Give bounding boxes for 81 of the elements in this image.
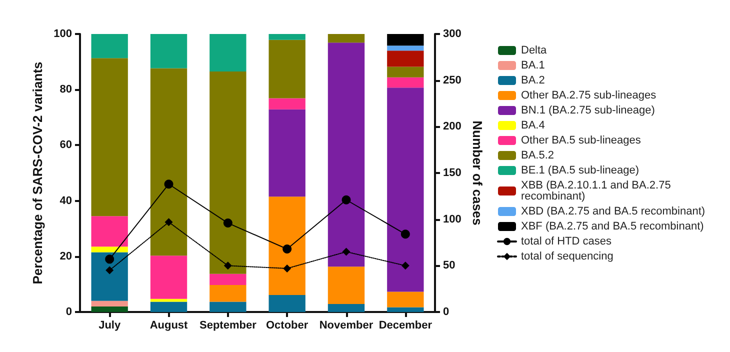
bar <box>210 285 246 302</box>
legend-label: BA.2 <box>521 74 545 86</box>
y2-tick-label: 50 <box>443 260 456 272</box>
legend-label: Other BA.2.75 sub-lineages <box>521 90 657 102</box>
point <box>106 266 114 274</box>
y2-tick-label: 250 <box>443 74 462 86</box>
legend-label: BE.1 (BA.5 sub-lineage) <box>521 164 640 176</box>
legend-label: BA.5.2 <box>521 150 554 162</box>
point <box>223 218 232 228</box>
point <box>342 248 350 256</box>
y-tick-label: 20 <box>60 250 72 262</box>
point <box>282 244 292 254</box>
y-tick-label: 0 <box>66 306 72 318</box>
point <box>105 254 114 264</box>
x-tick-label: September <box>199 320 258 332</box>
bar <box>268 196 306 296</box>
legend-label: total of sequencing <box>521 250 614 262</box>
bar <box>387 66 424 78</box>
bar <box>150 256 188 299</box>
bar <box>210 34 246 72</box>
bar <box>268 40 306 98</box>
y2-tick-label: 0 <box>443 306 450 318</box>
legend-label: total of HTD cases <box>521 236 612 248</box>
bar <box>91 300 128 306</box>
bar <box>150 68 188 256</box>
bar <box>387 34 424 46</box>
bar <box>150 302 188 312</box>
y-axis-title: Percentage of SARS-COV-2 variants <box>30 62 45 284</box>
point <box>400 230 410 239</box>
bar <box>328 42 365 267</box>
legend-label: XBD (BA.2.75 and BA.5 recombinant) <box>521 206 706 218</box>
bar <box>210 302 246 312</box>
legend-label: BA.1 <box>521 60 545 72</box>
bar <box>268 98 306 110</box>
y2-tick-label: 200 <box>443 120 462 133</box>
y-tick-label: 100 <box>54 28 72 40</box>
bar <box>268 295 306 312</box>
y-tick-label: 60 <box>60 139 72 152</box>
bar <box>150 34 188 68</box>
x-tick-label: July <box>98 320 122 332</box>
bar <box>387 292 424 308</box>
legend-label: BN.1 (BA.2.75 sub-lineage) <box>521 104 655 116</box>
point <box>164 218 173 226</box>
bar <box>91 34 128 58</box>
bar <box>328 266 365 304</box>
y-tick-label: 40 <box>60 194 72 207</box>
x-tick-label: November <box>319 320 374 332</box>
bar <box>210 72 246 274</box>
point <box>164 180 174 189</box>
bar <box>387 88 424 292</box>
x-tick-label: December <box>378 320 433 332</box>
bar <box>210 274 246 286</box>
point <box>224 262 232 270</box>
x-tick-label: October <box>266 320 309 332</box>
point <box>283 264 292 272</box>
legend-label: XBB (BA.2.10.1.1 and BA.2.75 recombinant) <box>521 180 674 202</box>
bar <box>91 306 128 312</box>
bar <box>91 58 128 216</box>
bar <box>387 77 424 88</box>
bar <box>268 34 306 40</box>
bar <box>328 304 365 312</box>
y2-axis-title: Number of cases <box>470 120 485 226</box>
bar <box>387 46 424 51</box>
legend-label: Other BA.5 sub-lineages <box>521 134 642 146</box>
bar <box>91 246 128 252</box>
x-tick-label: August <box>150 320 188 332</box>
y-tick-label: 80 <box>60 84 72 96</box>
y2-tick-label: 300 <box>443 28 462 40</box>
bar <box>387 307 424 312</box>
legend-label: Delta <box>521 44 548 56</box>
bar <box>328 34 365 43</box>
y2-tick-label: 100 <box>443 213 462 226</box>
bar <box>91 216 128 247</box>
point <box>401 262 410 270</box>
bar <box>387 50 424 67</box>
point <box>342 195 351 204</box>
y2-tick-label: 150 <box>443 167 462 179</box>
bar <box>268 109 306 197</box>
legend-label: XBF (BA.2.75 and BA.5 recombinant) <box>521 220 704 232</box>
legend-label: BA.4 <box>521 120 545 132</box>
bar <box>91 252 128 301</box>
